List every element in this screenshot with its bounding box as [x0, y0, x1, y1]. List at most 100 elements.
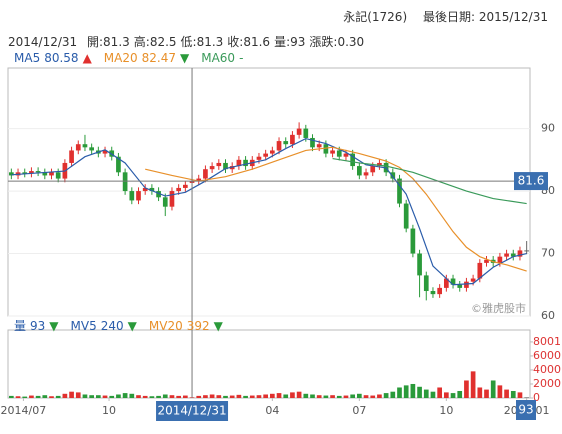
volume-bar — [290, 392, 295, 398]
volume-bar — [484, 389, 489, 398]
candle-body — [102, 150, 108, 154]
candle-body — [283, 141, 289, 145]
candle-body — [196, 178, 202, 182]
candle-body — [136, 191, 141, 201]
volume-bar — [229, 395, 235, 398]
volume-bar — [276, 393, 282, 398]
info-value: 0.30 — [337, 35, 365, 49]
volume-bar — [343, 395, 349, 398]
candle-body — [330, 150, 335, 154]
volume-bar — [383, 393, 389, 398]
x-tick-label: 07 — [352, 404, 366, 417]
volume-bar — [216, 395, 222, 398]
candle-body — [377, 162, 382, 167]
volume-bar — [49, 396, 54, 398]
volume-bar — [243, 395, 248, 398]
volume-bar — [256, 395, 262, 398]
ma-line — [332, 157, 527, 205]
volume-bar — [490, 380, 496, 398]
volume-legend: 量 93 ▼ MV5 240 ▼ MV20 392 ▼ — [14, 317, 235, 334]
candle-body — [343, 153, 349, 157]
volume-bar — [129, 393, 135, 398]
candle-body — [350, 153, 355, 167]
date-box — [156, 401, 229, 421]
volume-bar — [450, 393, 456, 398]
ma-value: 80.58 — [44, 51, 79, 65]
volume-bar — [437, 387, 442, 398]
volume-box-label: 93 — [518, 403, 533, 417]
volume-bar — [323, 395, 329, 398]
volume-bar — [464, 380, 469, 398]
candle-body — [423, 275, 429, 292]
vol-trend: ▼ — [127, 319, 137, 333]
candle-body — [223, 162, 228, 170]
volume-bar — [470, 371, 476, 398]
candle-body — [457, 284, 463, 288]
volume-bar — [22, 396, 28, 398]
volume-bar — [15, 396, 21, 398]
volume-bar — [263, 394, 268, 398]
volume-bar — [209, 394, 215, 398]
y-tick-label: 4000 — [533, 363, 561, 376]
candle-body — [82, 144, 88, 148]
candle-body — [216, 162, 222, 167]
volume-bar — [102, 395, 108, 398]
volume-bar — [357, 393, 362, 398]
ma-trend: ▼ — [180, 51, 190, 65]
candle-body — [323, 144, 329, 154]
info-label: 量: — [274, 35, 291, 49]
candle-body — [510, 253, 516, 257]
candle-body — [209, 166, 215, 170]
candle-body — [504, 253, 509, 257]
y-tick-label: 90 — [541, 122, 555, 135]
candle-body — [162, 197, 168, 207]
candle-body — [183, 184, 188, 188]
vol-trend: ▼ — [49, 319, 59, 333]
volume-bar — [55, 395, 61, 398]
vol-name: MV5 — [70, 319, 97, 333]
candle-body — [122, 172, 128, 192]
volume-bar — [370, 395, 376, 398]
volume-bar — [377, 394, 382, 398]
ma-line — [145, 146, 527, 272]
candle-body — [276, 141, 282, 151]
candle-body — [89, 147, 94, 151]
volume-bar — [524, 397, 529, 398]
y-tick-label: 0 — [533, 391, 540, 404]
candle-body — [236, 159, 242, 167]
candle-body — [296, 128, 302, 135]
info-value: 81.3 — [196, 35, 224, 49]
candle-body — [417, 253, 422, 276]
candle-body — [149, 187, 155, 192]
volume-panel — [7, 329, 531, 399]
y-tick-label: 8001 — [533, 335, 561, 348]
volume-bar — [303, 393, 309, 398]
ma-name: MA5 — [14, 51, 41, 65]
candle-body — [363, 172, 369, 176]
info-value: 81.6 — [243, 35, 271, 49]
info-label: 高: — [133, 35, 150, 49]
info-label: 漲跌: — [309, 35, 338, 49]
volume-bar — [410, 383, 416, 398]
candle-body — [430, 291, 436, 295]
candle-body — [22, 172, 28, 174]
volume-bar — [203, 395, 208, 398]
info-label: 開: — [87, 35, 104, 49]
candle-body — [49, 172, 54, 176]
volume-bar — [109, 395, 115, 398]
candle-body — [403, 203, 409, 229]
volume-bar — [142, 395, 148, 398]
volume-bar — [310, 394, 315, 398]
candle-body — [357, 166, 362, 176]
volume-bar — [42, 395, 48, 398]
candle-body — [410, 228, 416, 254]
volume-bar — [517, 392, 523, 398]
y-tick-label: 2000 — [533, 377, 561, 390]
stock-name: 永記(1726) — [343, 10, 408, 24]
x-tick-label: 10 — [102, 404, 116, 417]
candle-body — [390, 172, 396, 179]
volume-bar — [477, 387, 483, 398]
info-value: 93 — [290, 35, 306, 49]
candle-body — [316, 144, 322, 148]
